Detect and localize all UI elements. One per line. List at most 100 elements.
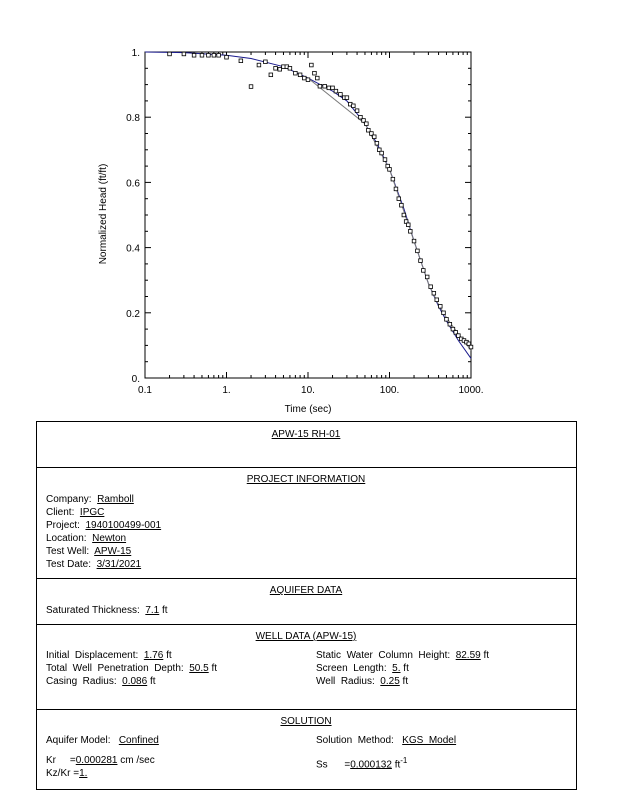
well-radius-value: 0.25 (380, 676, 400, 687)
aquifer-model-value: Confined (118, 735, 159, 746)
kz-kr-value: 1. (79, 768, 88, 779)
data-point (293, 70, 298, 76)
plot-frame (144, 51, 472, 379)
data-point (297, 72, 303, 78)
project-value: 1940100499-001 (85, 520, 162, 531)
fit-curve (307, 77, 472, 351)
x-tick-label: 100. (380, 385, 399, 396)
project-header: PROJECT INFORMATION (246, 474, 366, 485)
data-point (199, 53, 205, 58)
data-point (273, 66, 278, 71)
report-box (36, 421, 577, 790)
data-point (326, 85, 331, 91)
y-tick-label: 0.8 (126, 113, 140, 124)
data-point (434, 297, 439, 302)
casing-radius-value: 0.086 (122, 676, 148, 687)
screen-length-value: 5. (392, 663, 401, 674)
data-point (224, 55, 229, 60)
data-point (277, 67, 282, 72)
aquifer-section-divider (36, 578, 576, 579)
data-point (411, 238, 417, 244)
report-title: APW-15 RH-01 (271, 429, 341, 440)
aquifer-model-row: Aquifer Model: Confined (46, 735, 159, 746)
data-point (421, 268, 426, 273)
saturated-thickness-row: Saturated Thickness: 7.1 ft (46, 605, 168, 616)
data-point (456, 333, 461, 338)
data-point (374, 141, 380, 146)
data-point (305, 77, 311, 82)
project-row: Project: 1940100499-001 (46, 520, 162, 531)
solution-method-value: KGS Model (402, 735, 457, 746)
data-point (431, 291, 437, 296)
data-point (366, 128, 371, 133)
data-point (438, 304, 443, 309)
x-tick-label: 1000. (458, 385, 483, 396)
data-point (418, 258, 423, 263)
y-tick-label: 0.6 (126, 178, 140, 189)
chart: 0.1 1. 10. 100. 1000. 0. 0.2 0.4 0.6 0.8 1. Time … (98, 48, 484, 415)
ss-row: Ss =0.000132 ft-1 (316, 756, 408, 771)
solution-section-divider (36, 709, 576, 710)
data-point (268, 72, 274, 78)
saturated-thickness-value: 7.1 (145, 605, 160, 616)
client-value: IPGC (79, 507, 105, 518)
data-point (428, 284, 433, 289)
data-point (312, 70, 317, 76)
data-point (263, 59, 268, 64)
data-point (401, 212, 407, 218)
data-point (390, 176, 396, 182)
data-point (361, 118, 366, 123)
data-point (379, 150, 384, 156)
data-point (330, 85, 335, 91)
data-point (372, 134, 377, 139)
data-point (248, 84, 254, 89)
aquifer-header: AQUIFER DATA (269, 585, 343, 596)
data-point (333, 88, 339, 94)
y-tick-label: 0. (132, 374, 140, 385)
y-tick-label: 0.4 (126, 244, 140, 255)
data-point (447, 322, 453, 327)
penetration-depth-row: Total Well Penetration Depth: 50.5 ft (46, 663, 218, 674)
data-point (369, 131, 374, 136)
x-tick-label: 0.1 (138, 385, 152, 396)
well-section-divider (36, 624, 576, 625)
data-point (181, 51, 187, 57)
solution-method-row: Solution Method: KGS Model (316, 735, 457, 746)
data-point (453, 330, 458, 335)
data-point (309, 62, 314, 68)
y-tick-label: 0.2 (126, 309, 140, 320)
x-tick-label: 1. (222, 385, 230, 396)
data-point (387, 167, 392, 172)
data-point (450, 326, 456, 332)
x-tick-label: 10. (301, 385, 315, 396)
data-point (211, 53, 217, 58)
data-point (358, 115, 363, 120)
data-point (468, 344, 474, 350)
company-value: Ramboll (97, 494, 134, 505)
data-point (322, 84, 327, 89)
data-point (415, 248, 420, 254)
data-point (444, 317, 449, 322)
ss-value: 0.000132 (350, 759, 392, 771)
y-axis-label: Normalized Head (ft/ft) (98, 164, 109, 265)
project-section-divider (36, 467, 576, 468)
data-point (191, 53, 197, 58)
data-point (408, 229, 413, 234)
data-point (315, 75, 320, 81)
initial-displacement-value: 1.76 (143, 650, 164, 661)
data-point (382, 157, 388, 162)
location-value: Newton (92, 533, 127, 544)
well-data-header: WELL DATA (APW-15) (255, 631, 357, 642)
data-point (216, 53, 221, 58)
kr-value: 0.000281 (75, 755, 118, 766)
kr-row: Kr =0.000281 cm /sec (46, 755, 155, 766)
x-axis-label: Time (sec) (285, 404, 332, 415)
casing-radius-row: Casing Radius: 0.086 ft (46, 676, 156, 687)
static-water-value: 82.59 (455, 650, 481, 661)
data-point (167, 51, 172, 57)
test-well-value: APW-15 (94, 546, 132, 557)
fit-curve (144, 51, 472, 359)
solution-header: SOLUTION (280, 716, 332, 727)
data-point (351, 103, 356, 108)
data-point (399, 203, 404, 208)
